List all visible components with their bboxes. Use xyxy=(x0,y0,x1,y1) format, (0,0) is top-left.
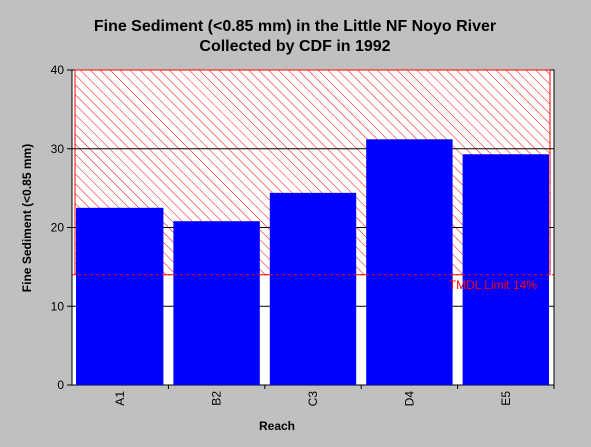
bar-c3 xyxy=(269,192,357,385)
y-tick-label: 40 xyxy=(51,63,65,77)
bar-e5 xyxy=(462,154,549,385)
y-axis-label: Fine Sediment (<0.85 mm) xyxy=(20,144,34,292)
y-axis-ticks: 0 10 20 30 40 xyxy=(51,63,72,392)
x-tick-label-b2: B2 xyxy=(210,391,224,406)
x-tick-label-e5: E5 xyxy=(499,391,513,406)
bar-d4 xyxy=(366,139,453,385)
chart-subtitle: Collected by CDF in 1992 xyxy=(199,38,390,55)
chart-title: Fine Sediment (<0.85 mm) in the Little N… xyxy=(94,18,496,35)
y-tick-label: 0 xyxy=(57,378,64,392)
y-tick-label: 20 xyxy=(51,221,65,235)
bar-a1 xyxy=(76,207,164,385)
y-tick-label: 10 xyxy=(51,299,65,313)
x-axis-label: Reach xyxy=(259,419,295,433)
x-tick-label-a1: A1 xyxy=(113,391,127,406)
threshold-label: TMDL Limit 14% xyxy=(449,278,538,292)
x-axis-ticks: A1 B2 C3 D4 E5 xyxy=(113,385,555,407)
bar-b2 xyxy=(173,221,260,385)
x-tick-label-d4: D4 xyxy=(402,391,416,407)
x-tick-label-c3: C3 xyxy=(306,391,320,407)
y-tick-label: 30 xyxy=(51,142,65,156)
bars xyxy=(76,139,549,385)
